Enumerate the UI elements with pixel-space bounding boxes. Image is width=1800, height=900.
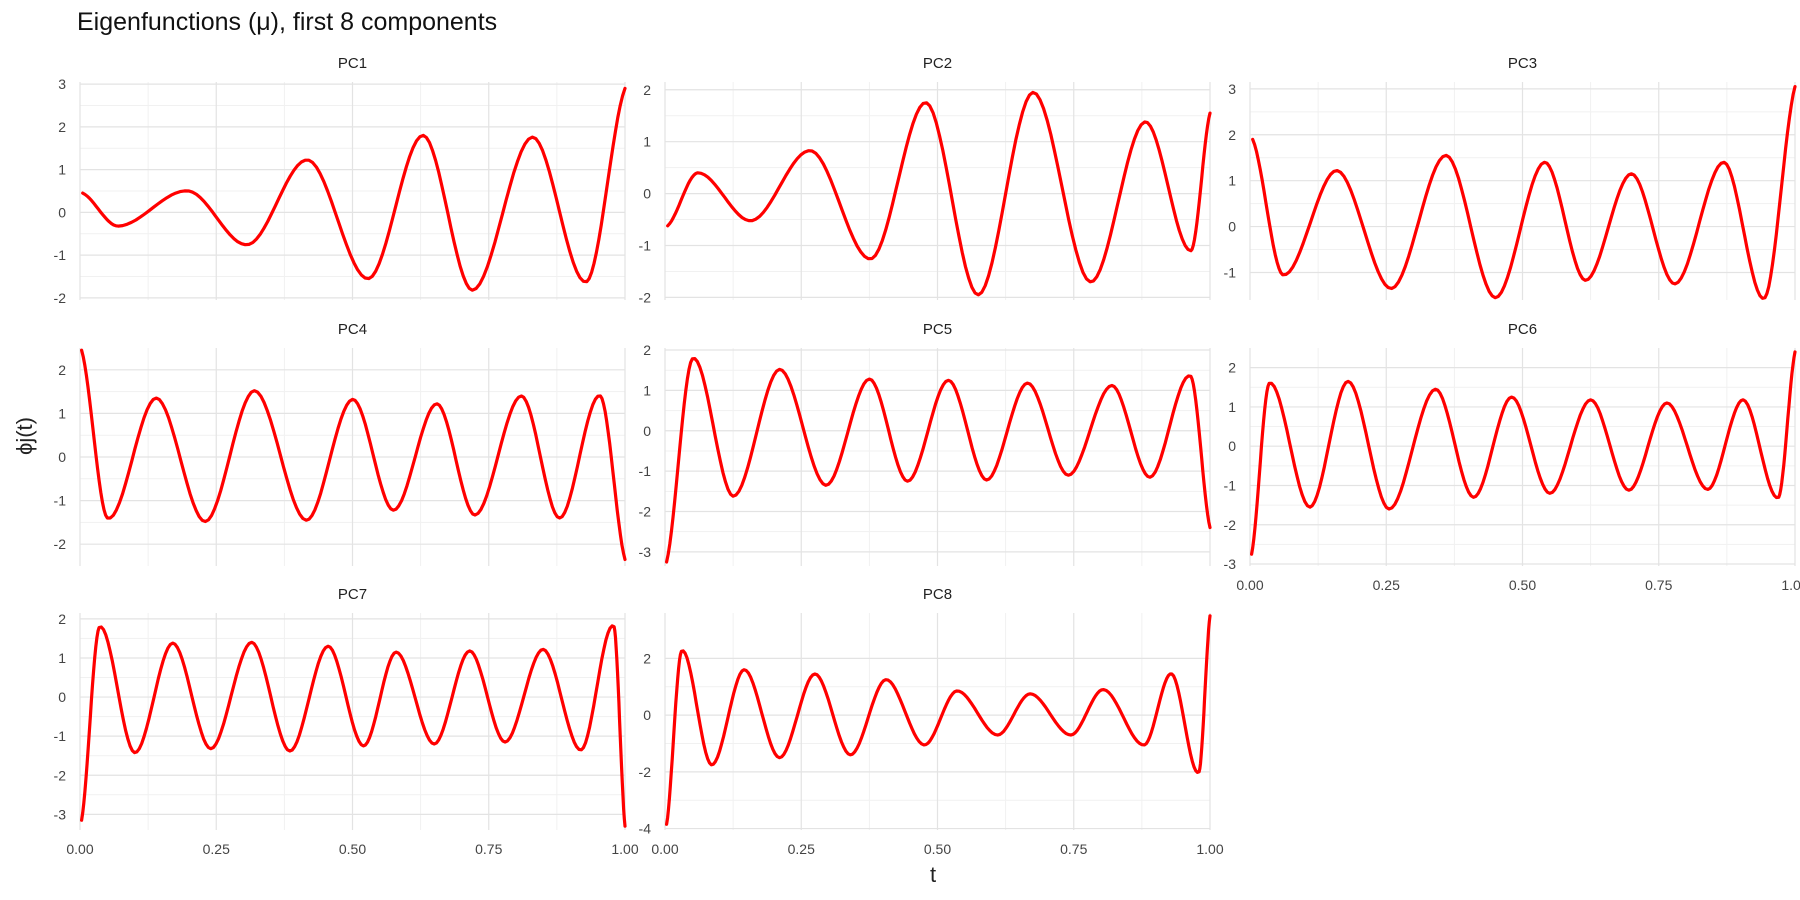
y-tick-label: 3: [1228, 81, 1236, 97]
panel-title-pc2: PC2: [923, 55, 952, 72]
x-tick-label: 0.50: [924, 841, 951, 857]
y-tick-label: -2: [1224, 517, 1237, 533]
panel-title-pc6: PC6: [1508, 321, 1537, 338]
y-tick-label: 2: [1228, 360, 1236, 376]
y-tick-label: 0: [1228, 219, 1236, 235]
y-tick-label: 1: [643, 382, 651, 398]
x-tick-label: 0.25: [1373, 577, 1400, 593]
series-line-pc8: [665, 614, 1212, 826]
y-tick-label: -1: [54, 247, 67, 263]
x-tick-label: 0.25: [203, 841, 230, 857]
x-tick-label: 0.50: [339, 841, 366, 857]
y-tick-label: 0: [58, 204, 66, 220]
y-tick-label: 0: [58, 449, 66, 465]
y-tick-label: 2: [58, 362, 66, 378]
series-line-pc6: [1250, 350, 1797, 556]
y-tick-label: 1: [1228, 399, 1236, 415]
y-tick-label: -2: [639, 504, 652, 520]
y-tick-label: 0: [643, 186, 651, 202]
y-tick-label: 0: [643, 707, 651, 723]
y-tick-label: 0: [1228, 438, 1236, 454]
panel-title-pc3: PC3: [1508, 55, 1537, 72]
y-tick-label: -2: [54, 536, 67, 552]
y-tick-label: 2: [643, 650, 651, 666]
series-line-pc2: [666, 90, 1212, 297]
x-tick-label: 0.75: [1060, 841, 1087, 857]
x-tick-label: 1.00: [1781, 577, 1800, 593]
y-tick-label: -1: [54, 493, 67, 509]
chart-title: Eigenfunctions (μ), first 8 components: [77, 8, 498, 36]
y-tick-label: -3: [1224, 556, 1237, 572]
y-tick-label: 1: [58, 405, 66, 421]
y-tick-label: -1: [639, 463, 652, 479]
series-line-pc7: [80, 624, 627, 828]
y-tick-label: 1: [58, 650, 66, 666]
y-tick-label: -2: [54, 290, 67, 306]
x-tick-label: 0.25: [788, 841, 815, 857]
y-tick-label: 2: [643, 82, 651, 98]
y-tick-label: 0: [58, 689, 66, 705]
y-tick-label: 2: [58, 611, 66, 627]
x-tick-label: 0.00: [1236, 577, 1263, 593]
y-tick-label: -3: [639, 544, 652, 560]
panel-title-pc4: PC4: [338, 321, 367, 338]
y-tick-label: 2: [643, 342, 651, 358]
x-tick-label: 1.00: [611, 841, 638, 857]
y-tick-label: 1: [643, 134, 651, 150]
panel-title-pc1: PC1: [338, 55, 367, 72]
y-tick-label: -4: [639, 821, 652, 837]
y-tick-label: 3: [58, 76, 66, 92]
y-tick-label: 1: [1228, 173, 1236, 189]
series-line-pc3: [1251, 85, 1797, 300]
y-tick-label: -2: [54, 767, 67, 783]
y-tick-label: -1: [1224, 264, 1237, 280]
panel-title-pc7: PC7: [338, 586, 367, 603]
x-tick-label: 0.75: [475, 841, 502, 857]
y-tick-label: -2: [639, 289, 652, 305]
y-tick-label: -1: [1224, 477, 1237, 493]
x-axis-title: t: [930, 862, 937, 887]
y-tick-label: -1: [639, 238, 652, 254]
y-tick-label: -1: [54, 728, 67, 744]
x-tick-label: 0.75: [1645, 577, 1672, 593]
panel-title-pc5: PC5: [923, 321, 952, 338]
x-tick-label: 1.00: [1196, 841, 1223, 857]
x-tick-label: 0.50: [1509, 577, 1536, 593]
y-tick-label: -3: [54, 806, 67, 822]
series-line-pc4: [80, 348, 627, 562]
x-tick-label: 0.00: [651, 841, 678, 857]
y-tick-label: 2: [58, 119, 66, 135]
y-tick-label: -2: [639, 764, 652, 780]
y-tick-label: 2: [1228, 127, 1236, 143]
y-tick-label: 0: [643, 423, 651, 439]
x-tick-label: 0.00: [66, 841, 93, 857]
y-tick-label: 1: [58, 162, 66, 178]
series-line-pc1: [81, 86, 627, 292]
panel-title-pc8: PC8: [923, 586, 952, 603]
